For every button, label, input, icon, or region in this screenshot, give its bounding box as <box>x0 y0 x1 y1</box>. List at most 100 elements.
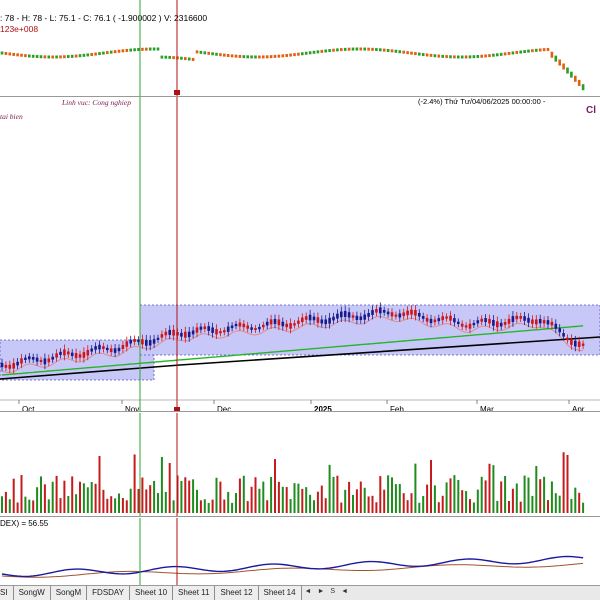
overview-candle <box>242 55 246 59</box>
tab-songm[interactable]: SongM <box>50 586 88 600</box>
candle-body <box>277 319 281 326</box>
volume-bar <box>160 456 163 513</box>
candle-body <box>121 344 125 349</box>
candle-body <box>226 326 230 332</box>
candle-body <box>269 319 273 325</box>
candle-body <box>394 314 398 317</box>
candle-body <box>367 313 370 317</box>
candle-body <box>558 328 561 333</box>
overview-candle <box>125 48 129 52</box>
candle-body <box>31 356 35 360</box>
x-tick-label-apr: Apr <box>572 405 585 412</box>
overview-candle <box>102 51 105 55</box>
overview-candle <box>406 51 409 55</box>
candle-body <box>148 340 152 346</box>
volume-bar <box>172 500 175 513</box>
volume-bar <box>508 501 510 513</box>
candle-body <box>106 347 109 351</box>
volume-bar <box>504 476 507 513</box>
overview-candle <box>191 57 195 61</box>
volume-bar <box>461 490 464 513</box>
volume-bar <box>281 486 284 513</box>
overview-candle <box>390 49 394 53</box>
volume-bar <box>8 499 11 513</box>
nav-scroll-icon[interactable]: ◄ <box>341 588 349 595</box>
overview-candle <box>234 54 238 58</box>
volume-bar <box>223 499 226 513</box>
volume-bar <box>414 463 417 513</box>
volume-bar <box>43 484 46 513</box>
tab-sheet-10[interactable]: Sheet 10 <box>130 586 174 600</box>
overview-candle <box>359 47 363 51</box>
volume-bar <box>12 478 15 513</box>
overview-candle <box>281 54 285 58</box>
volume-bar <box>441 495 444 513</box>
volume-bar <box>578 492 581 513</box>
tab-songw[interactable]: SongW <box>13 586 51 600</box>
candle-body <box>238 322 242 327</box>
overview-candle <box>554 55 558 62</box>
volume-bar <box>301 488 304 513</box>
overview-candle <box>137 48 140 52</box>
volume-bar <box>59 498 62 513</box>
volume-bar <box>316 491 319 513</box>
volume-bar <box>523 475 526 513</box>
volume-bar <box>153 480 156 513</box>
candle-body <box>137 339 140 342</box>
tab-sheet-14[interactable]: Sheet 14 <box>258 586 302 600</box>
price-chart[interactable]: Oct Nov Dec 2025 Feb Mar Apr <box>0 97 600 412</box>
tab-fdsday[interactable]: FDSDAY <box>87 586 131 600</box>
volume-bar <box>340 502 343 513</box>
volume-bar <box>453 475 456 513</box>
candle-body <box>332 316 335 321</box>
overview-candle <box>113 50 117 54</box>
candle-body <box>184 331 187 338</box>
volume-chart[interactable] <box>0 413 600 517</box>
overview-candle <box>511 51 515 55</box>
candle-body <box>406 310 409 316</box>
candle-body <box>511 316 515 322</box>
overview-candle <box>145 47 148 51</box>
candle-body <box>191 330 195 335</box>
volume-panel[interactable] <box>0 413 600 517</box>
nav-prev-icon[interactable]: ◄ <box>304 588 312 595</box>
price-panel[interactable]: Oct Nov Dec 2025 Feb Mar Apr Linh vuc: Cong ng… <box>0 97 600 412</box>
x-tick-label-dec: Dec <box>217 405 231 412</box>
volume-bar <box>430 459 432 513</box>
nav-s-button[interactable]: S <box>330 588 336 595</box>
indicator-panel[interactable]: DEX) = 56.55 <box>0 518 600 585</box>
tab-si[interactable]: SI <box>0 586 14 600</box>
candle-body <box>141 339 144 345</box>
overview-chart[interactable] <box>0 0 600 97</box>
tab-sheet-12[interactable]: Sheet 12 <box>215 586 259 600</box>
volume-bar <box>262 481 265 513</box>
overview-candle <box>386 48 390 52</box>
candle-body <box>281 321 285 327</box>
volume-bar <box>63 480 66 513</box>
overview-candle <box>336 48 339 52</box>
volume-bar <box>426 484 429 513</box>
overview-candle <box>121 49 125 53</box>
overview-candle <box>172 56 175 60</box>
overview-candle <box>39 55 43 59</box>
volume-bar <box>566 455 569 513</box>
volume-bar <box>500 481 503 513</box>
volume-bar <box>203 499 206 513</box>
overview-candle <box>28 54 31 58</box>
candle-body <box>164 331 168 336</box>
volume-bar <box>270 476 273 513</box>
overview-candle <box>453 55 456 59</box>
nav-next-icon[interactable]: ► <box>317 588 325 595</box>
overview-candle <box>457 55 460 59</box>
volume-bar <box>133 454 136 513</box>
volume-bar <box>184 477 187 513</box>
volume-bar <box>20 475 23 513</box>
candle-body <box>59 351 62 355</box>
indicator-chart[interactable] <box>0 518 600 585</box>
tab-sheet-11[interactable]: Sheet 11 <box>173 586 216 600</box>
volume-bar <box>86 487 89 513</box>
volume-bar <box>320 485 323 513</box>
overview-candle <box>67 55 70 59</box>
candle-body <box>507 318 511 324</box>
overview-candle <box>398 50 402 54</box>
